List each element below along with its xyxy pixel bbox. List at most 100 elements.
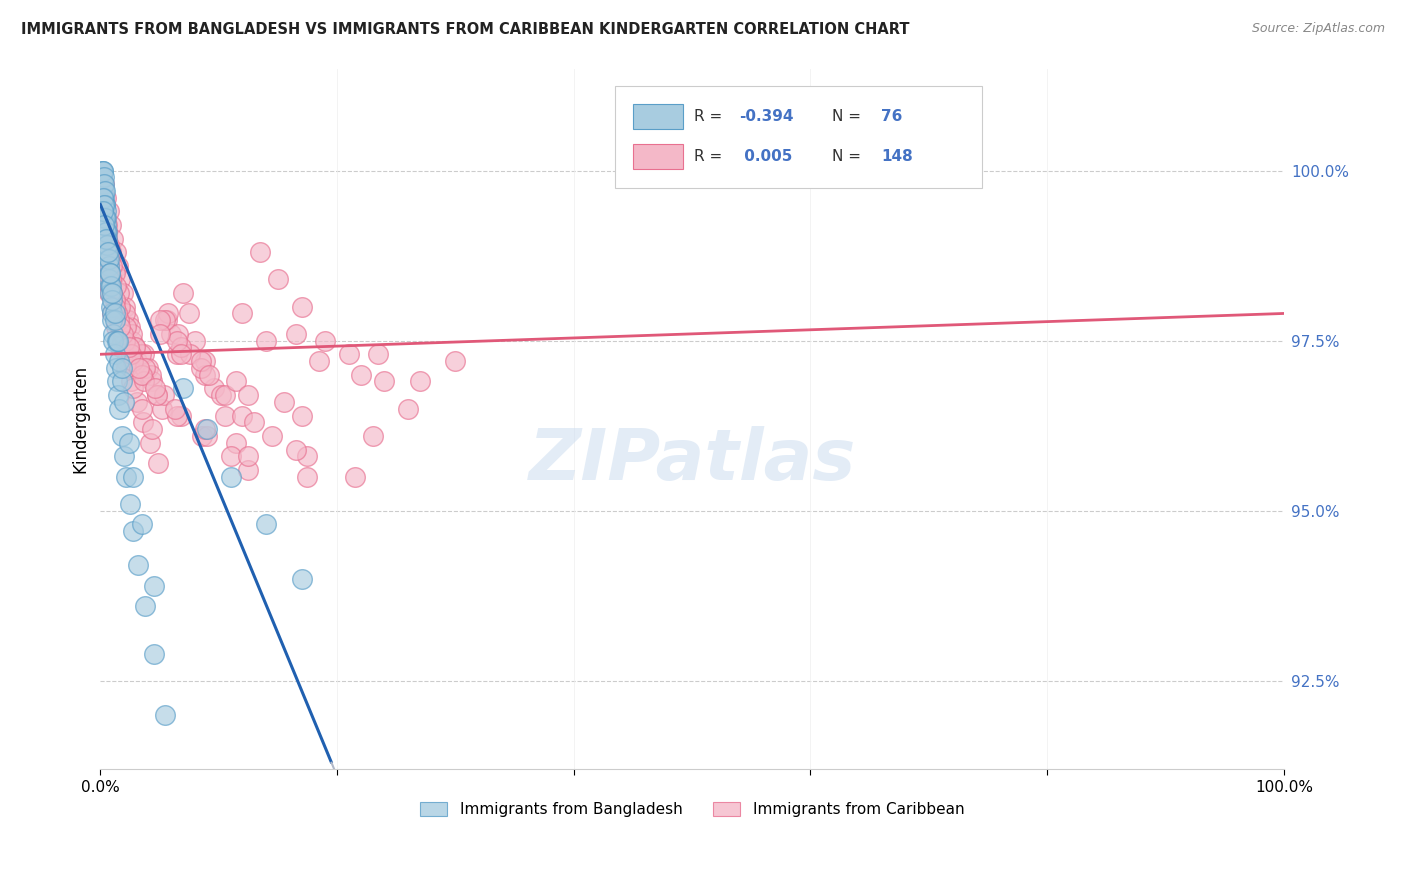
- Point: [120, 375, 142, 389]
- Text: 148: 148: [882, 149, 914, 163]
- Point: [243, 415, 266, 429]
- Point: [118, 341, 141, 355]
- Point: [122, 469, 145, 483]
- Point: [100, 279, 122, 293]
- Point: [98, 279, 121, 293]
- Point: [350, 368, 373, 382]
- Point: [98, 266, 121, 280]
- Point: [93, 184, 115, 198]
- Point: [146, 388, 169, 402]
- Point: [114, 306, 136, 320]
- Point: [166, 334, 188, 348]
- Point: [97, 252, 120, 266]
- Point: [150, 401, 173, 416]
- Legend: Immigrants from Bangladesh, Immigrants from Caribbean: Immigrants from Bangladesh, Immigrants f…: [412, 794, 972, 825]
- Point: [444, 354, 467, 368]
- Point: [308, 354, 330, 368]
- Point: [97, 259, 120, 273]
- Point: [290, 409, 312, 423]
- Point: [108, 286, 131, 301]
- Point: [267, 272, 290, 286]
- Point: [190, 360, 212, 375]
- Point: [93, 197, 115, 211]
- Point: [297, 469, 319, 483]
- Point: [94, 197, 117, 211]
- Point: [122, 381, 145, 395]
- FancyBboxPatch shape: [633, 103, 683, 128]
- Point: [97, 286, 120, 301]
- Point: [100, 286, 122, 301]
- Point: [105, 306, 128, 320]
- Point: [104, 320, 127, 334]
- Point: [167, 326, 190, 341]
- Point: [96, 238, 118, 252]
- Point: [91, 163, 114, 178]
- Point: [94, 184, 117, 198]
- Point: [121, 326, 143, 341]
- Point: [131, 517, 153, 532]
- Point: [91, 191, 114, 205]
- Point: [110, 341, 132, 355]
- Point: [314, 334, 336, 348]
- Point: [103, 293, 125, 307]
- Point: [146, 388, 169, 402]
- Text: 0.005: 0.005: [740, 149, 793, 163]
- Text: ZIPatlas: ZIPatlas: [529, 426, 856, 495]
- Point: [101, 286, 124, 301]
- Point: [155, 313, 177, 327]
- Point: [91, 204, 114, 219]
- Point: [111, 286, 134, 301]
- Point: [97, 245, 120, 260]
- Point: [118, 435, 141, 450]
- Point: [134, 360, 156, 375]
- Point: [97, 252, 120, 266]
- Point: [193, 422, 215, 436]
- Point: [225, 375, 247, 389]
- Point: [98, 252, 121, 266]
- Point: [115, 469, 138, 483]
- Point: [118, 497, 141, 511]
- Point: [103, 293, 125, 307]
- Point: [284, 442, 307, 457]
- Point: [111, 326, 134, 341]
- Point: [101, 293, 124, 307]
- Point: [297, 450, 319, 464]
- Point: [249, 245, 271, 260]
- Point: [166, 409, 188, 423]
- Point: [103, 232, 125, 246]
- Point: [110, 272, 132, 286]
- Point: [100, 272, 122, 286]
- Point: [96, 218, 118, 232]
- Point: [141, 375, 163, 389]
- Point: [96, 245, 118, 260]
- Point: [114, 334, 136, 348]
- Point: [132, 415, 155, 429]
- Point: [103, 300, 125, 314]
- Point: [128, 360, 150, 375]
- Point: [100, 306, 122, 320]
- Point: [96, 232, 118, 246]
- Point: [96, 191, 118, 205]
- Point: [170, 347, 193, 361]
- Point: [193, 354, 215, 368]
- Point: [111, 334, 134, 348]
- Point: [96, 218, 118, 232]
- Point: [198, 368, 221, 382]
- Text: N =: N =: [832, 149, 866, 163]
- Point: [231, 409, 253, 423]
- Point: [97, 204, 120, 219]
- Point: [91, 163, 114, 178]
- Point: [114, 300, 136, 314]
- Point: [125, 395, 148, 409]
- Point: [290, 572, 312, 586]
- Point: [94, 197, 117, 211]
- Point: [195, 422, 218, 436]
- Point: [115, 360, 138, 375]
- Point: [141, 422, 163, 436]
- Point: [101, 306, 124, 320]
- Point: [170, 409, 193, 423]
- Point: [96, 232, 118, 246]
- Point: [115, 354, 138, 368]
- Point: [98, 238, 121, 252]
- Text: R =: R =: [695, 109, 728, 124]
